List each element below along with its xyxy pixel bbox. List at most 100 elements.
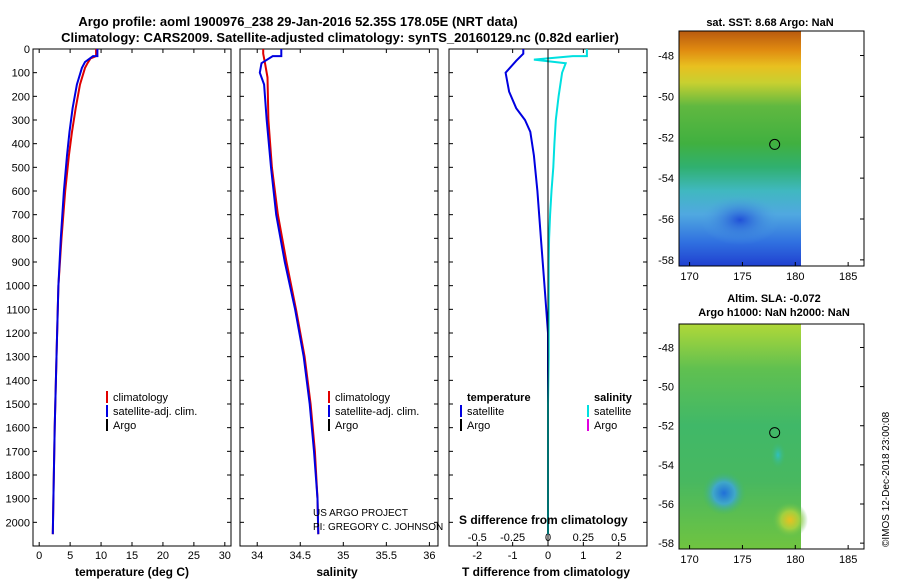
sst-lat-tick-label: -56	[658, 214, 674, 226]
sst-map-panel: sat. SST: 8.68 Argo: NaN 170 175 180 185 -48…	[658, 17, 865, 283]
diff-line-salinity-satellite	[533, 49, 588, 535]
salinity-legend-argo: Argo	[335, 420, 358, 432]
difference-legend-salinity-heading: salinity	[594, 392, 633, 404]
depth-tick-label: 1200	[6, 328, 30, 340]
sal-x-tick-label: 35.5	[376, 550, 397, 562]
sst-lat-tick-label: -48	[658, 51, 674, 63]
depth-tick-label: 1100	[6, 304, 30, 316]
salinity-axes-box	[239, 48, 439, 547]
temp-x-tick-label: 15	[126, 550, 138, 562]
salinity-panel: 34 34.5 35 35.5 36 salinity climatology sate…	[239, 48, 443, 579]
diff-x-tick-label: 1	[580, 550, 586, 562]
depth-tick-label: 300	[12, 115, 30, 127]
difference-legend-temp-satellite: satellite	[467, 406, 504, 418]
depth-tick-label: 400	[12, 139, 30, 151]
difference-legend-sal-satellite: satellite	[594, 406, 631, 418]
sst-lat-tick-label: -58	[658, 255, 674, 267]
diff-x-tick-label: 0	[545, 550, 551, 562]
diff-x-tick-label: -2	[472, 550, 482, 562]
diff-x-tick-label: -1	[508, 550, 518, 562]
difference-secondary-x-tick-label: 0.25	[573, 532, 594, 544]
temp-x-tick-label: 25	[188, 550, 200, 562]
salinity-y-ticks	[240, 48, 438, 523]
difference-secondary-x-tick-label: -0.5	[468, 532, 487, 544]
depth-tick-label: 1000	[6, 281, 30, 293]
depth-tick-label: 1700	[6, 446, 30, 458]
sla-lon-tick-label: 180	[786, 554, 804, 566]
difference-secondary-x-ticks: -0.5-0.2500.250.5	[468, 532, 627, 544]
temp-x-tick-label: 0	[36, 550, 42, 562]
temp-line-satellite-adj-clim-	[51, 49, 99, 535]
temperature-series	[51, 49, 99, 535]
sst-map-axes-box	[678, 30, 865, 267]
difference-y-ticks	[449, 48, 647, 523]
diff-x-tick-label: 2	[616, 550, 622, 562]
difference-legend-sal-argo: Argo	[594, 420, 617, 432]
difference-legend: temperature satellite Argo salinity sate…	[460, 392, 633, 432]
sst-heatmap-cold-patch	[700, 195, 780, 245]
depth-tick-label: 100	[12, 68, 30, 80]
depth-tick-label: 1500	[6, 399, 30, 411]
sal-x-tick-label: 34.5	[290, 550, 311, 562]
difference-legend-temp-argo: Argo	[467, 420, 490, 432]
temp-x-tick-label: 5	[67, 550, 73, 562]
temp-x-tick-label: 10	[95, 550, 107, 562]
sla-lon-tick-label: 170	[680, 554, 698, 566]
figure-title-line2: Climatology: CARS2009. Satellite-adjuste…	[61, 30, 619, 45]
sst-map-ticks: 170 175 180 185 -48 -50 -52 -54 -56 -58	[658, 51, 864, 283]
salinity-x-label: salinity	[316, 565, 358, 579]
difference-legend-temperature-heading: temperature	[467, 392, 531, 404]
depth-tick-label: 1900	[6, 494, 30, 506]
depth-tick-label: 2000	[6, 517, 30, 529]
sla-lat-tick-label: -54	[658, 460, 674, 472]
sal-x-tick-label: 35	[337, 550, 349, 562]
difference-x-label: T difference from climatology	[462, 565, 630, 579]
salinity-legend-climatology: climatology	[335, 392, 391, 404]
depth-tick-label: 200	[12, 91, 30, 103]
sal-x-tick-label: 36	[423, 550, 435, 562]
depth-tick-label: 1400	[6, 375, 30, 387]
sst-lon-tick-label: 175	[733, 271, 751, 283]
sst-lat-tick-label: -52	[658, 132, 674, 144]
sla-lat-tick-label: -58	[658, 538, 674, 550]
sal-x-tick-label: 34	[251, 550, 263, 562]
difference-series	[504, 49, 588, 546]
sla-lat-tick-label: -48	[658, 342, 674, 354]
diff-line-temperature-satellite	[504, 49, 549, 535]
sal-line-satellite-adj-clim-	[258, 49, 320, 535]
depth-tick-label: 500	[12, 162, 30, 174]
depth-tick-label: 700	[12, 210, 30, 222]
depth-tick-label: 600	[12, 186, 30, 198]
project-label: US ARGO PROJECT	[313, 508, 408, 519]
salinity-x-ticks: 34 34.5 35 35.5 36	[251, 49, 436, 562]
temp-x-tick-label: 20	[157, 550, 169, 562]
sla-map-title-line1: Altim. SLA: -0.072	[727, 293, 821, 305]
sst-argo-location-marker	[769, 138, 781, 150]
sst-map-title: sat. SST: 8.68 Argo: NaN	[706, 17, 833, 29]
difference-secondary-x-label: S difference from climatology	[459, 513, 628, 527]
temperature-axes-box	[32, 48, 232, 547]
imos-stamp: ©IMOS 12-Dec-2018 23:00:08	[881, 411, 892, 547]
difference-secondary-x-tick-label: 0.5	[611, 532, 626, 544]
depth-tick-label: 800	[12, 233, 30, 245]
sla-lon-tick-label: 175	[733, 554, 751, 566]
temperature-x-ticks: 0 5 10 15 20 25 30	[36, 49, 231, 562]
sla-lat-tick-label: -50	[658, 382, 674, 394]
figure-title-line1: Argo profile: aoml 1900976_238 29-Jan-20…	[78, 14, 517, 29]
sla-lat-tick-label: -52	[658, 421, 674, 433]
depth-tick-label: 1600	[6, 423, 30, 435]
sla-heatmap-mid-patch	[770, 441, 786, 469]
sst-lat-tick-label: -50	[658, 91, 674, 103]
difference-secondary-x-tick-label: -0.25	[500, 532, 525, 544]
salinity-series	[258, 49, 320, 535]
sla-map-ticks: 170 175 180 185 -48 -50 -52 -54 -56 -58	[658, 342, 864, 566]
temp-line-climatology	[51, 49, 98, 535]
sla-lon-tick-label: 185	[839, 554, 857, 566]
depth-tick-label: 1300	[6, 352, 30, 364]
salinity-legend: climatology satellite-adj. clim. Argo	[328, 391, 419, 432]
sla-map-axes-box	[678, 323, 865, 550]
sst-lon-tick-label: 180	[786, 271, 804, 283]
sla-map-panel: Altim. SLA: -0.072 Argo h1000: NaN h2000…	[658, 293, 865, 566]
